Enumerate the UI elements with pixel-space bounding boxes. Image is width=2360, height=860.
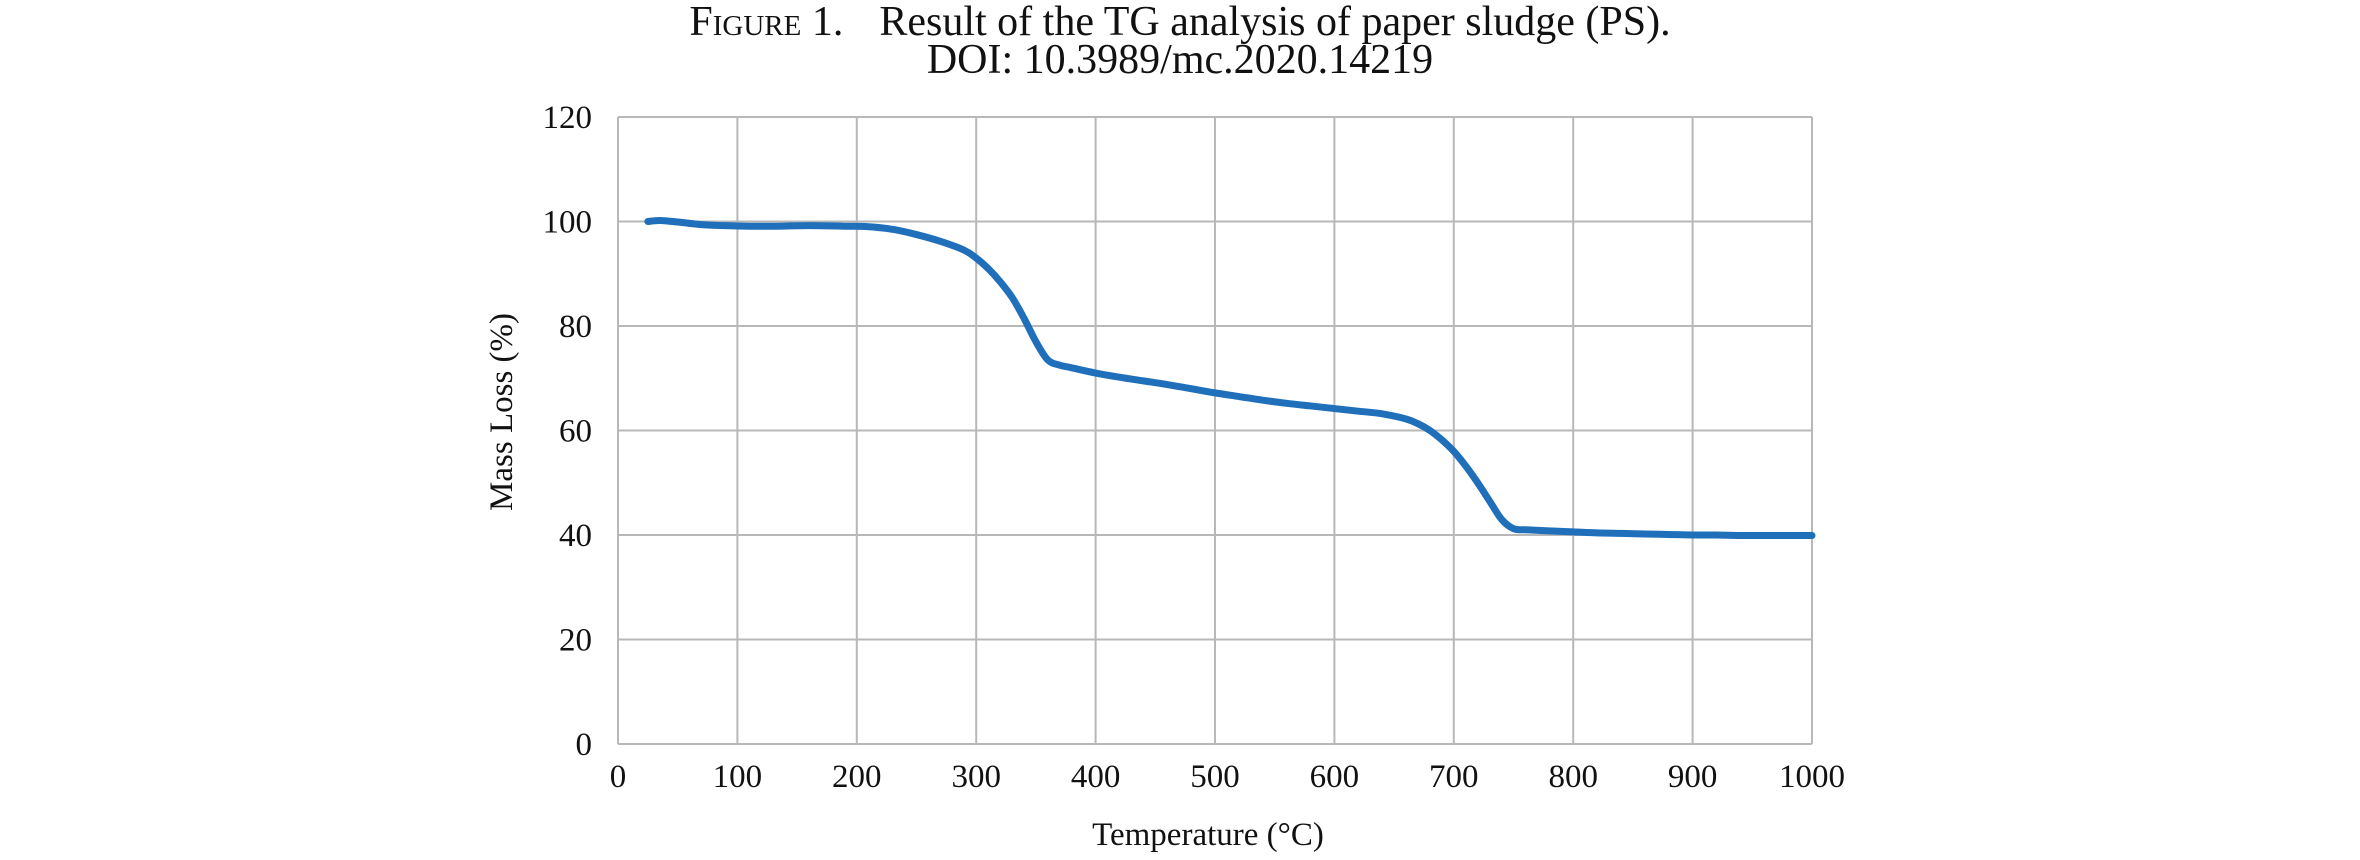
- y-tick-label: 40: [559, 518, 592, 554]
- y-axis-label: Mass Loss (%): [484, 313, 520, 511]
- figure-title: Result of the TG analysis of paper sludg…: [879, 0, 1671, 45]
- x-tick-label: 800: [1548, 759, 1598, 795]
- y-tick-label: 0: [576, 727, 593, 763]
- y-tick-label: 100: [543, 205, 593, 241]
- y-tick-label: 120: [543, 100, 593, 136]
- series-line: [644, 216, 1816, 540]
- x-tick-label: 300: [951, 759, 1001, 795]
- doi-label: DOI: [926, 37, 1002, 83]
- x-tick-label: 900: [1668, 759, 1718, 795]
- y-tick-label: 20: [559, 623, 592, 659]
- figure-caption: Figure 1. Result of the TG analysis of pa…: [0, 0, 2360, 44]
- doi-value: : 10.3989/mc.2020.14219: [1001, 37, 1434, 83]
- x-tick-label: 1000: [1779, 759, 1845, 795]
- y-tick-label: 80: [559, 309, 592, 345]
- y-tick-label: 60: [559, 414, 592, 450]
- tick-labels: 0 20 40 60 80 100 120 0 100 200 300 400 500 600 700 800…: [543, 100, 1846, 795]
- grid: [617, 116, 1813, 745]
- figure-label: Figure 1.: [689, 0, 844, 45]
- x-tick-label: 500: [1190, 759, 1240, 795]
- x-axis-label: Temperature (°C): [1092, 817, 1324, 853]
- x-tick-label: 200: [832, 759, 882, 795]
- series-layer: [644, 216, 1816, 540]
- x-tick-label: 400: [1071, 759, 1121, 795]
- doi-line: DOI: 10.3989/mc.2020.14219: [0, 38, 2360, 82]
- x-tick-label: 700: [1429, 759, 1479, 795]
- x-tick-label: 100: [713, 759, 763, 795]
- x-tick-label: 600: [1310, 759, 1360, 795]
- x-tick-label: 0: [610, 759, 627, 795]
